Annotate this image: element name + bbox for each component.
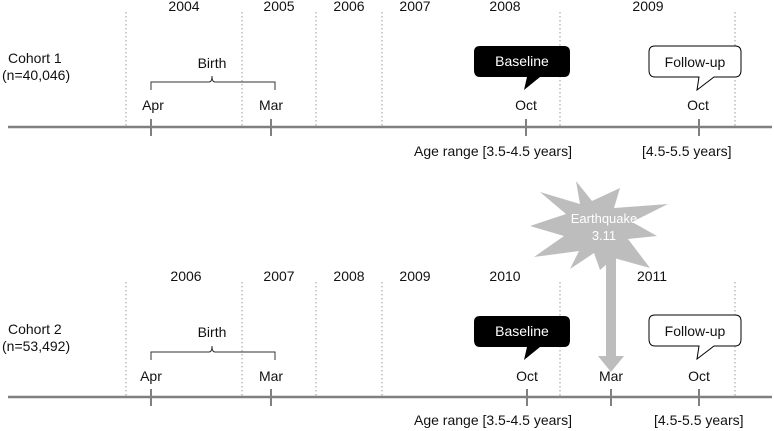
earthquake-arrow-shaft — [606, 256, 616, 360]
cohort2-birth-bracket — [150, 345, 276, 360]
cohort1-age-range-baseline: Age range [3.5-4.5 years] — [414, 143, 572, 159]
cohort1-panel: 2004 2005 2006 2007 2008 2009 Cohort 1 (… — [2, 0, 772, 159]
cohort1-baseline-callout — [474, 46, 570, 90]
earthquake-marker: Earthquake 3.11 — [530, 181, 668, 372]
cohort1-year-label: 2007 — [399, 0, 430, 14]
cohort1-n: (n=40,046) — [2, 67, 70, 83]
cohort2-year-label: 2008 — [333, 268, 364, 284]
cohort1-name: Cohort 1 — [8, 50, 62, 66]
cohort2-year-dividers — [125, 282, 736, 398]
cohort1-ticks — [150, 119, 700, 136]
cohort1-birth-bracket — [150, 75, 276, 90]
cohort2-year-label: 2006 — [170, 268, 201, 284]
cohort2-baseline-callout — [474, 316, 570, 360]
earthquake-label-line2: 3.11 — [592, 228, 616, 243]
cohort2-earthquake-month: Mar — [599, 368, 623, 384]
cohort1-followup-label: Follow-up — [665, 54, 726, 70]
cohort1-year-label: 2006 — [333, 0, 364, 14]
cohort2-followup-label: Follow-up — [665, 323, 726, 339]
cohort2-followup-month: Oct — [688, 368, 710, 384]
cohort2-year-label: 2007 — [263, 268, 294, 284]
cohort1-birth-end: Mar — [259, 97, 283, 113]
cohort2-year-label: 2009 — [399, 268, 430, 284]
cohort2-birth-start: Apr — [140, 368, 162, 384]
cohort1-year-label: 2009 — [632, 0, 663, 14]
cohort1-year-label: 2008 — [489, 0, 520, 14]
cohort2-birth-label: Birth — [198, 324, 227, 340]
earthquake-burst-icon — [530, 181, 668, 270]
cohort1-year-label: 2005 — [263, 0, 294, 14]
cohort1-baseline-label: Baseline — [495, 53, 549, 69]
cohort1-birth-start: Apr — [142, 97, 164, 113]
earthquake-label-line1: Earthquake — [571, 211, 638, 226]
cohort1-age-range-followup: [4.5-5.5 years] — [642, 143, 732, 159]
cohort2-name: Cohort 2 — [8, 321, 62, 337]
earthquake-arrow-head-icon — [598, 356, 624, 372]
cohort2-year-label: 2011 — [637, 268, 667, 284]
cohort1-birth-label: Birth — [198, 55, 227, 71]
cohort1-followup-callout — [648, 45, 742, 92]
cohort1-followup-month: Oct — [687, 97, 709, 113]
cohort2-age-range-baseline: Age range [3.5-4.5 years] — [414, 412, 572, 428]
cohort1-year-label: 2004 — [168, 0, 199, 14]
cohort2-panel: 2006 2007 2008 2009 2010 2011 Cohort 2 (… — [2, 268, 772, 428]
cohort2-ticks — [150, 389, 700, 406]
cohort1-baseline-month: Oct — [515, 97, 537, 113]
cohort2-baseline-label: Baseline — [495, 323, 549, 339]
cohort2-age-range-followup: [4.5-5.5 years] — [654, 412, 744, 428]
cohort2-n: (n=53,492) — [2, 338, 70, 354]
cohort1-year-dividers — [125, 12, 736, 128]
cohort2-birth-end: Mar — [259, 368, 283, 384]
cohort2-followup-callout — [648, 314, 742, 361]
cohort2-year-label: 2010 — [489, 268, 520, 284]
cohort2-baseline-month: Oct — [516, 368, 538, 384]
